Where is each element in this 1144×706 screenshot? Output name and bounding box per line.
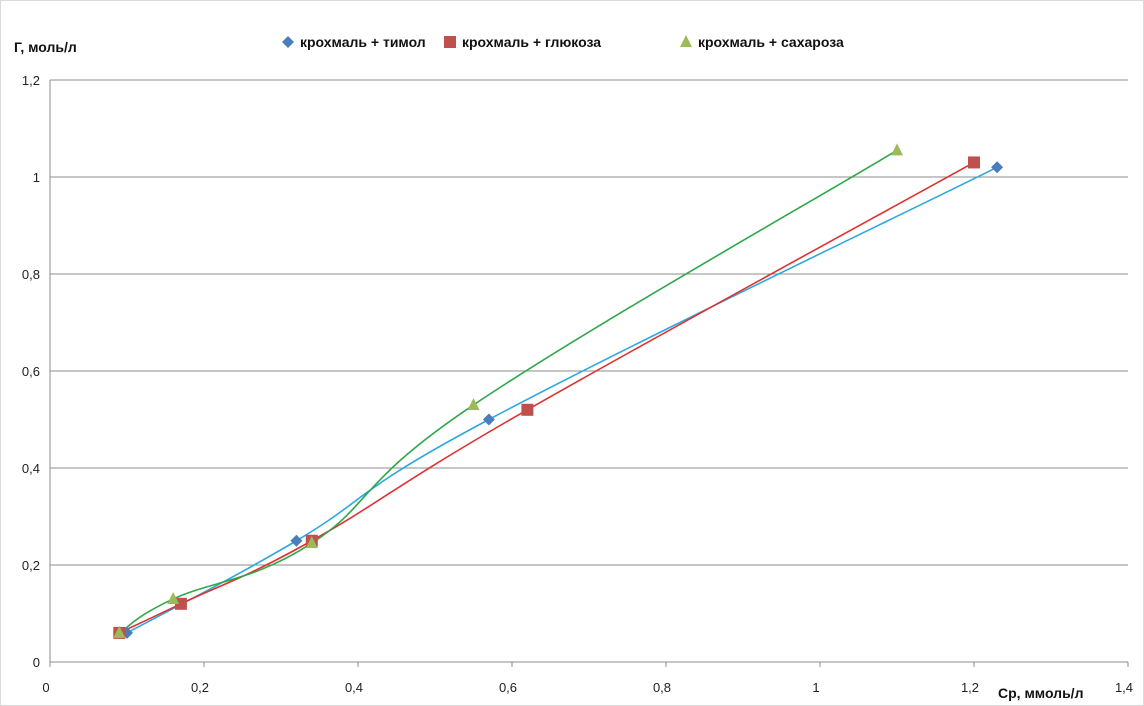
- y-axis-title: Г, моль/л: [14, 39, 77, 55]
- x-tick-label: 0,6: [499, 680, 517, 695]
- y-tick-label: 0,4: [22, 461, 40, 476]
- legend-label-1: крохмаль + тимол: [300, 34, 426, 50]
- legend-marker-2: [444, 36, 456, 48]
- data-point-series-1: [482, 413, 495, 426]
- x-tick-label: 0,8: [653, 680, 671, 695]
- data-point-series-2: [174, 597, 187, 610]
- data-point-series-1: [991, 161, 1004, 174]
- x-tick-label: 0,2: [191, 680, 209, 695]
- data-point-series-3: [891, 143, 903, 156]
- legend-item-1: крохмаль + тимол: [282, 34, 426, 50]
- y-tick-label: 0,8: [22, 267, 40, 282]
- gridlines: [50, 79, 1128, 566]
- x-axis-title: Ср, ммоль/л: [998, 685, 1083, 701]
- data-point-series-2: [968, 156, 980, 169]
- data-point-series-3: [305, 536, 318, 549]
- x-tick-label: 0,4: [345, 680, 363, 695]
- data-point-series-3: [467, 397, 480, 410]
- x-tick-label: 1,2: [961, 680, 979, 695]
- legend: крохмаль + тимол крохмаль + глюкоза крохма…: [282, 34, 844, 50]
- y-tick-label: 0: [33, 655, 40, 670]
- x-tick-label: 1,4: [1115, 680, 1133, 695]
- y-tick-label: 1,2: [22, 73, 40, 88]
- legend-label-3: крохмаль + сахароза: [698, 34, 844, 50]
- legend-marker-1: [282, 36, 294, 48]
- x-tick-label: 0: [42, 680, 49, 695]
- data-point-series-3: [167, 591, 180, 604]
- axes: 0 0,2 0,4 0,6 0,8 1 1,2 0 0,2 0,4 0,6 0,8 1 1,2 1,4: [22, 73, 1133, 695]
- y-tick-label: 1: [33, 170, 40, 185]
- data-point-series-2: [521, 403, 534, 416]
- y-tick-label: 0,2: [22, 558, 40, 573]
- y-tick-label: 0,6: [22, 364, 40, 379]
- data-point-series-1: [290, 534, 303, 547]
- x-tick-label: 1: [812, 680, 819, 695]
- data-point-series-3: [113, 625, 126, 638]
- legend-label-2: крохмаль + глюкоза: [462, 34, 601, 50]
- legend-item-2: крохмаль + глюкоза: [444, 34, 601, 50]
- legend-item-3: крохмаль + сахароза: [680, 34, 844, 50]
- series-markers: [113, 143, 1004, 639]
- legend-marker-3: [680, 35, 692, 47]
